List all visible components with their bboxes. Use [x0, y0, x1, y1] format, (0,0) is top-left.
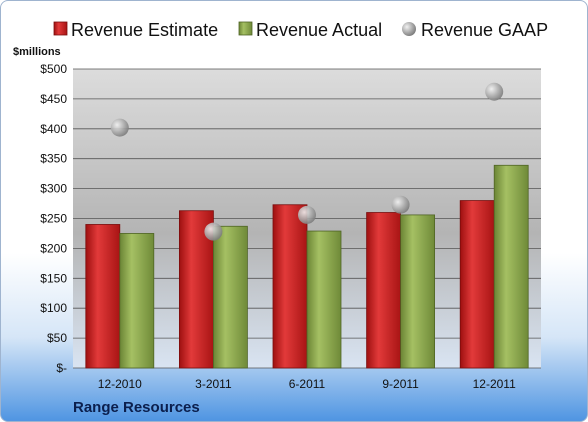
y-tick-label: $50 [47, 331, 67, 345]
gaap-marker [485, 82, 504, 101]
y-tick-label: $200 [40, 241, 67, 255]
legend-swatch-estimate [53, 21, 68, 36]
y-tick-label: $- [56, 361, 67, 375]
company-name: Range Resources [73, 399, 200, 416]
gaap-marker [391, 195, 410, 214]
bar-actual [306, 230, 342, 369]
bar-actual [119, 233, 155, 369]
y-axis-unit: $millions [13, 46, 61, 58]
bar-actual [212, 225, 248, 369]
legend: Revenue Estimate Revenue Actual Revenue … [53, 20, 548, 40]
y-tick-label: $250 [40, 212, 67, 226]
bars [85, 164, 529, 369]
gaap-marker [204, 222, 223, 241]
bar-estimate [366, 212, 402, 369]
legend-item-gaap: Revenue GAAP [402, 20, 548, 40]
legend-item-actual: Revenue Actual [238, 20, 382, 40]
bar-actual [493, 164, 529, 369]
gaap-markers [110, 82, 504, 241]
x-tick-label: 6-2011 [289, 377, 326, 391]
y-tick-label: $300 [40, 182, 67, 196]
y-axis-ticks: $- $50 $100 $150 $200 $250 $300 $350 $400 $450 $50… [40, 62, 67, 375]
legend-marker-gaap [402, 22, 416, 36]
legend-label-actual: Revenue Actual [256, 20, 382, 40]
y-tick-label: $150 [40, 271, 67, 285]
bar-actual [400, 214, 436, 369]
y-tick-label: $500 [40, 62, 67, 76]
y-tick-label: $100 [40, 301, 67, 315]
y-tick-label: $350 [40, 152, 67, 166]
x-tick-label: 3-2011 [195, 377, 232, 391]
legend-label-estimate: Revenue Estimate [71, 20, 218, 40]
bar-estimate [459, 200, 495, 369]
legend-swatch-actual [238, 21, 253, 36]
x-tick-label: 12-2011 [473, 377, 516, 391]
legend-item-estimate: Revenue Estimate [53, 20, 218, 40]
gaap-marker [110, 118, 129, 137]
x-axis-ticks: 12-2010 3-2011 6-2011 9-2011 12-2011 [98, 377, 516, 391]
bar-estimate [85, 224, 121, 369]
gaap-marker [298, 205, 316, 224]
x-tick-label: 12-2010 [98, 377, 142, 391]
y-tick-label: $450 [40, 92, 67, 106]
legend-label-gaap: Revenue GAAP [421, 20, 548, 40]
x-tick-label: 9-2011 [382, 377, 419, 391]
y-tick-label: $400 [40, 122, 67, 136]
bar-estimate [272, 204, 308, 369]
